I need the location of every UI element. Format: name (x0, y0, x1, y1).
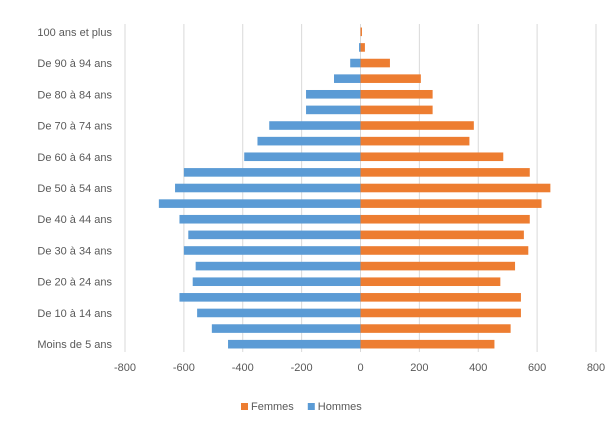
bar-hommes-5 (195, 261, 361, 271)
bar-femmes-20 (360, 27, 362, 37)
category-label: De 70 à 74 ans (37, 121, 112, 133)
bar-femmes-8 (360, 214, 530, 224)
x-tick-label: -400 (232, 362, 254, 374)
legend-label-hommes: Hommes (318, 401, 363, 413)
bar-femmes-14 (360, 121, 474, 130)
legend-swatch-hommes (307, 403, 315, 410)
x-tick-label: 400 (469, 362, 487, 374)
category-label: De 80 à 84 ans (37, 89, 112, 101)
bar-femmes-19 (360, 43, 365, 52)
bar-hommes-16 (306, 89, 361, 99)
bar-femmes-0 (360, 339, 495, 349)
bar-hommes-18 (350, 58, 361, 68)
bar-femmes-9 (360, 199, 542, 208)
bar-hommes-9 (158, 199, 361, 208)
category-label: Moins de 5 ans (37, 339, 112, 351)
bar-femmes-15 (360, 105, 433, 115)
bar-femmes-18 (360, 58, 390, 68)
bar-femmes-1 (360, 324, 511, 333)
x-tick-label: -200 (291, 362, 313, 374)
x-tick-label: 200 (410, 362, 428, 374)
bar-femmes-2 (360, 308, 521, 318)
category-label: De 50 à 54 ans (37, 183, 112, 195)
x-tick-label: 800 (587, 362, 605, 374)
bar-hommes-19 (359, 43, 361, 52)
x-tick-label: 600 (528, 362, 546, 374)
category-label: De 90 à 94 ans (37, 58, 112, 70)
bar-hommes-11 (183, 168, 361, 177)
x-tick-label: -600 (173, 362, 195, 374)
bar-femmes-12 (360, 152, 504, 162)
bar-femmes-16 (360, 89, 433, 99)
bar-hommes-10 (175, 183, 361, 193)
bar-hommes-15 (306, 105, 361, 115)
category-label: De 30 à 34 ans (37, 245, 112, 257)
bar-hommes-4 (192, 277, 361, 287)
bar-hommes-0 (228, 339, 361, 349)
bar-hommes-3 (179, 293, 361, 302)
bar-hommes-13 (257, 136, 361, 146)
bars (158, 27, 551, 349)
bar-hommes-14 (269, 121, 361, 130)
category-label: 100 ans et plus (37, 27, 112, 39)
bar-hommes-1 (211, 324, 361, 333)
category-label: De 40 à 44 ans (37, 214, 112, 226)
bar-hommes-17 (334, 74, 361, 83)
bar-femmes-7 (360, 230, 524, 240)
legend: Femmes Hommes (241, 401, 362, 413)
bar-femmes-3 (360, 293, 521, 302)
bar-femmes-11 (360, 168, 530, 177)
bar-femmes-10 (360, 183, 551, 193)
legend-label-femmes: Femmes (251, 401, 294, 413)
legend-swatch-femmes (241, 403, 248, 410)
bar-hommes-2 (197, 308, 361, 318)
category-label: De 20 à 24 ans (37, 277, 112, 289)
bar-hommes-12 (244, 152, 361, 162)
bar-femmes-5 (360, 261, 516, 271)
x-tick-labels: -800 -600 -400 -200 0 200 400 600 800 (114, 362, 605, 374)
bar-femmes-4 (360, 277, 501, 287)
bar-femmes-13 (360, 136, 470, 146)
category-labels: Moins de 5 ans De 10 à 14 ans De 20 à 24 a… (37, 27, 112, 351)
bar-hommes-7 (188, 230, 361, 240)
category-label: De 60 à 64 ans (37, 152, 112, 164)
bar-femmes-17 (360, 74, 421, 83)
bar-femmes-6 (360, 246, 529, 255)
bar-hommes-6 (183, 246, 361, 255)
category-label: De 10 à 14 ans (37, 308, 112, 320)
x-tick-label: -800 (114, 362, 136, 374)
bar-hommes-8 (179, 214, 361, 224)
x-tick-label: 0 (357, 362, 363, 374)
